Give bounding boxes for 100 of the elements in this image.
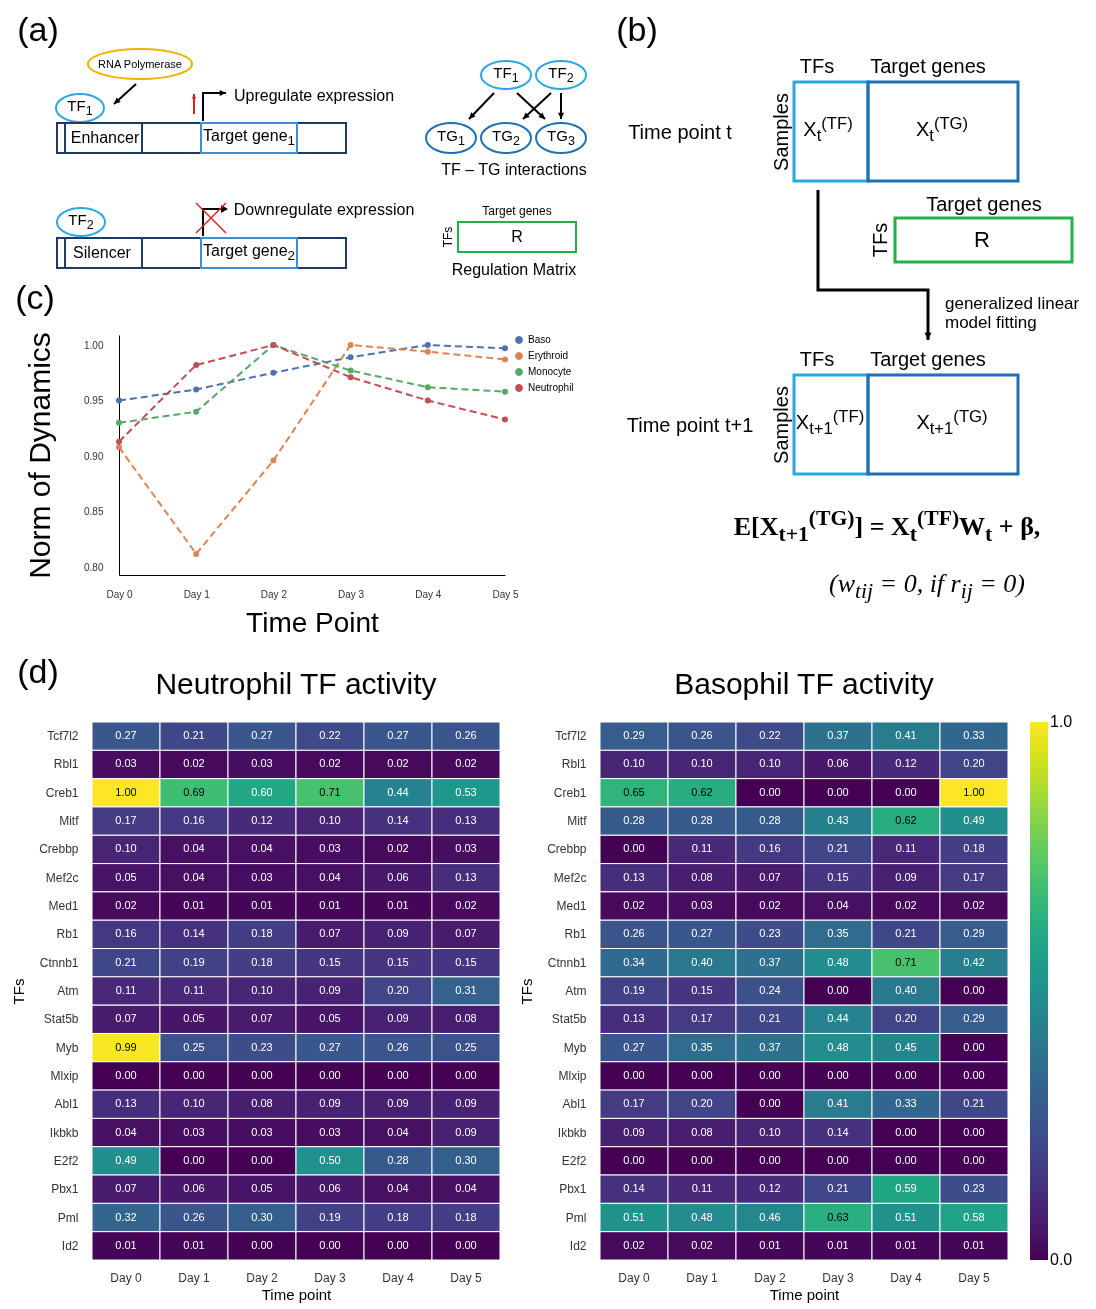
data-label: 0.10 [251,984,273,996]
y-tick-label: Myb [563,1040,587,1055]
x-tick-label: Day 4 [382,1270,414,1285]
data-label: 0.19 [319,1210,341,1223]
y-tick-label: Med1 [48,899,79,914]
data-label: 0.00 [759,1068,781,1081]
text: (a) [17,10,59,49]
data-label: 1.00 [963,785,985,798]
data-label: 0.00 [963,1125,985,1138]
y-tick-label: Stat5b [43,1012,79,1027]
data-label: 0.00 [963,1040,985,1053]
x-tick-label: Day 0 [106,588,133,600]
data-label: 0.09 [455,1125,477,1138]
x-tick-label: Day 0 [618,1270,650,1285]
data-label: 0.53 [455,785,477,798]
point [347,367,354,374]
data-label: 0.20 [387,984,409,996]
y-tick-label: Mlxip [558,1068,587,1083]
text: R [511,228,523,246]
data-label: 0.00 [895,1125,917,1138]
data-label: 0.22 [319,729,341,742]
data-label: 0.04 [115,1125,137,1138]
data-label: 0.14 [183,927,205,940]
data-label: 0.15 [387,955,409,968]
x-tick-label: Day 0 [110,1270,142,1285]
data-label: 0.00 [963,1153,985,1166]
text: Target genes [926,193,1042,215]
data-label: 0.26 [691,729,713,742]
data-label: 0.06 [319,1182,341,1195]
text: TF – TG interactions [441,161,587,179]
data-label: 0.02 [455,899,477,912]
y-tick-label: Pml [57,1210,79,1225]
data-label: 0.23 [759,927,781,940]
data-label: 0.12 [251,814,273,827]
text: Target genes [482,204,552,219]
data-label: 0.24 [759,984,781,996]
data-label: 0.02 [387,842,409,855]
data-label: 0.10 [115,842,137,855]
data-label: 0.43 [827,814,849,827]
data-label: 0.01 [319,899,341,912]
data-label: 0.02 [387,757,409,770]
point [347,342,354,348]
y-tick-label: Ikbkb [557,1125,587,1140]
point [116,397,122,404]
data-label: 0.05 [319,1012,341,1025]
text: generalized linear model fitting [945,294,1081,333]
data-label: 0.07 [759,870,781,883]
text: TG$_{3}$ [547,126,575,149]
x-tick-label: Day 1 [686,1270,718,1285]
data-label: 0.09 [455,1097,477,1110]
y-tick-label: Id2 [569,1238,587,1253]
data-label: 0.03 [691,899,713,912]
data-label: 0.00 [895,1153,917,1166]
x-tick-label: Day 5 [492,588,519,600]
data-label: 0.00 [895,785,917,798]
text: TFs [869,222,891,258]
data-label: 0.05 [183,1012,205,1025]
x-tick-label: Day 2 [260,588,288,600]
y-tick-label: Creb1 [553,785,587,800]
data-label: 0.27 [115,729,137,742]
data-label: 0.62 [895,814,917,827]
data-label: 0.48 [691,1210,713,1223]
text: TF$_{1}$ [67,96,93,119]
x-tick-label: Day 5 [450,1270,482,1285]
y-tick-label: Crebbp [39,842,79,857]
data-label: 0.12 [759,1182,781,1195]
data-label: 0.12 [895,757,917,770]
text: TF$_{1}$ [493,63,519,86]
data-label: 0.00 [623,842,645,855]
legend-label: Baso [528,334,552,345]
data-label: 0.02 [963,899,985,912]
y-tick-label: 1.00 [84,339,104,351]
data-label: 0.00 [455,1238,477,1251]
data-label: 0.00 [827,1153,849,1166]
data-label: 0.03 [455,842,477,855]
point [193,362,200,368]
data-label: 0.08 [691,870,713,883]
y-tick-label: E2f2 [561,1153,587,1168]
x-tick-label: Day 1 [183,588,211,600]
data-label: 0.11 [183,984,205,996]
data-label: 0.02 [759,899,781,912]
data-label: 0.07 [115,1012,137,1025]
data-label: 0.71 [895,955,917,968]
data-label: 0.03 [251,757,273,770]
data-label: 0.29 [963,927,985,940]
y-tick-label: Mitf [59,814,80,829]
data-label: 0.01 [183,1238,205,1251]
data-label: 0.51 [895,1210,917,1223]
data-label: 0.00 [963,984,985,996]
y-tick-label: Ikbkb [49,1125,79,1140]
text: RNA Polymerase [98,57,182,71]
data-label: 0.02 [623,899,645,912]
data-label: 0.00 [251,1153,273,1166]
data-label: 0.11 [115,984,137,996]
data-label: 0.44 [387,785,409,798]
data-label: 0.04 [387,1182,409,1195]
data-label: 0.63 [827,1210,849,1223]
data-label: 0.07 [251,1012,273,1025]
data-label: 0.04 [387,1125,409,1138]
point [424,384,431,391]
